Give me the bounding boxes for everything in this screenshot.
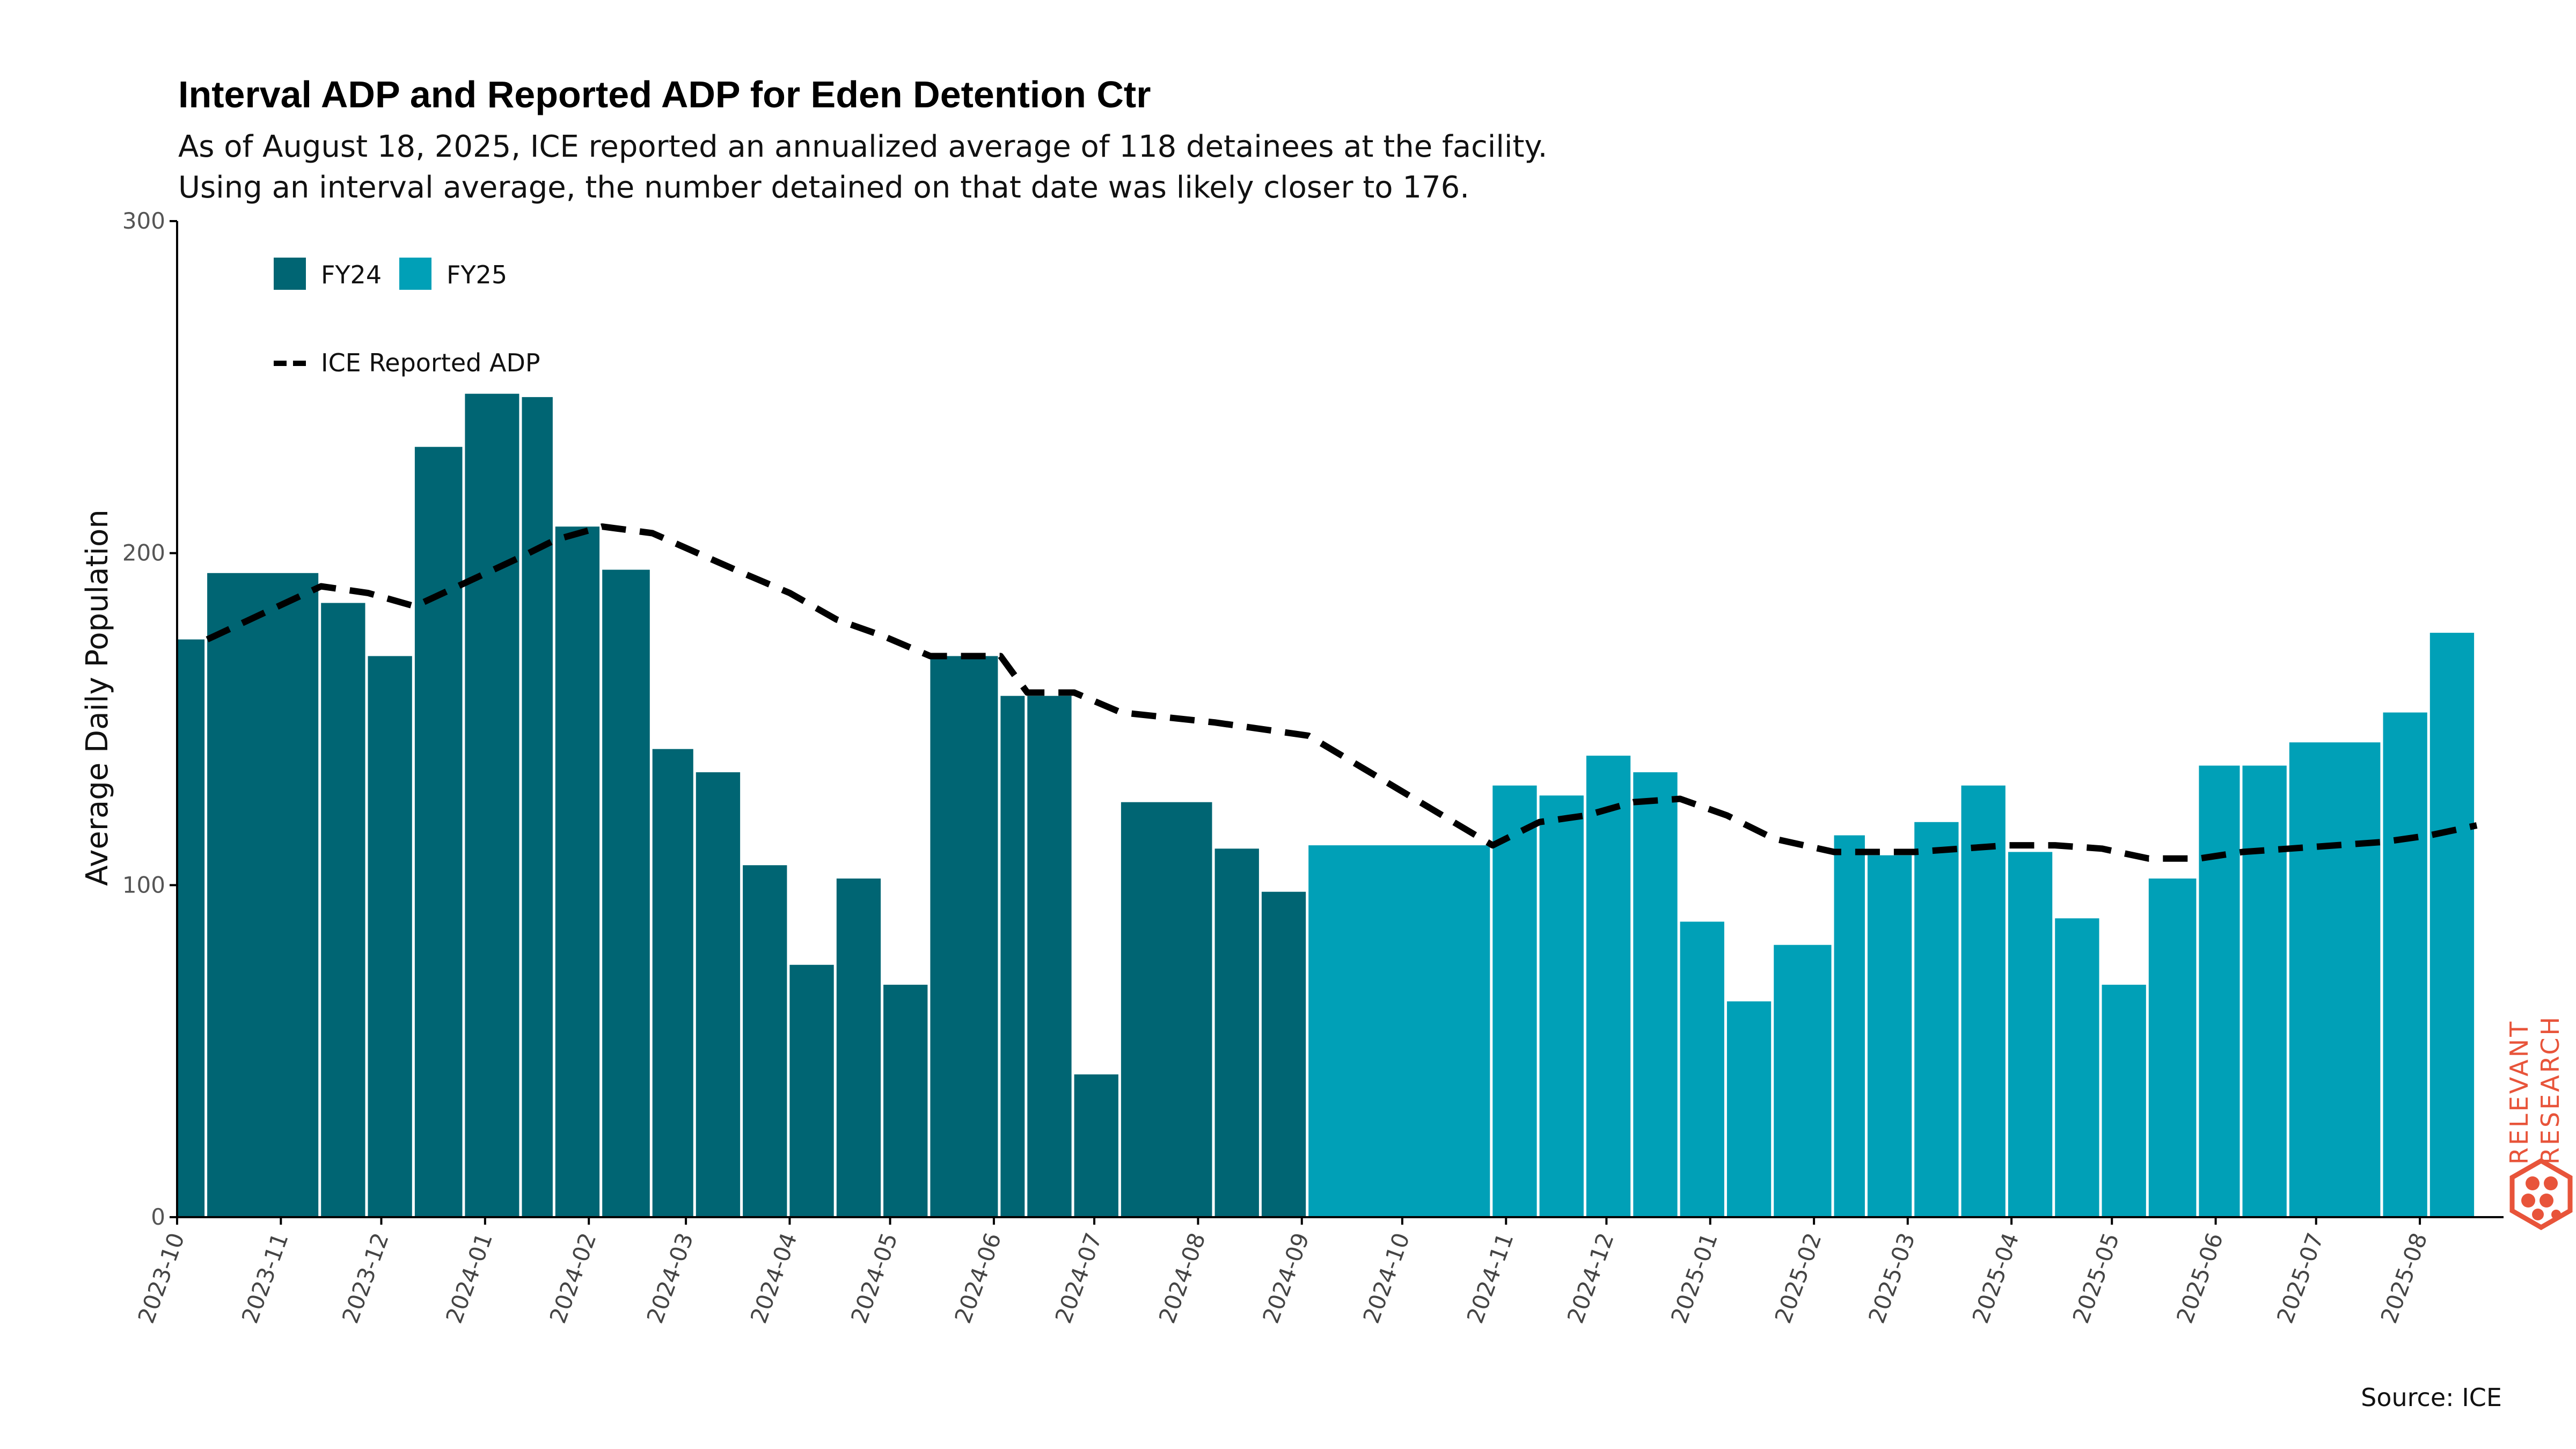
logo-text-relevant: RELEVANT (2505, 1020, 2534, 1165)
source-text: Source: ICE (2361, 1383, 2502, 1412)
bar-fy25-13 (2008, 852, 2053, 1217)
bar-fy25-8 (1774, 945, 1832, 1217)
bar-fy24-7 (522, 397, 553, 1217)
bar-fy25-17 (2199, 765, 2240, 1217)
y-tick-label-100: 100 (122, 872, 165, 898)
legend-swatch-fy25 (399, 258, 431, 290)
x-tick-label-2024-03: 2024-03 (641, 1230, 698, 1327)
x-tick-label-2025-06: 2025-06 (2171, 1230, 2228, 1327)
x-tick-label-2025-03: 2025-03 (1863, 1230, 1920, 1327)
x-tick-label-2024-02: 2024-02 (545, 1230, 602, 1327)
x-tick-label-2025-05: 2025-05 (2068, 1230, 2125, 1327)
legend-label-fy25: FY25 (447, 260, 507, 289)
line-layer (206, 523, 2478, 862)
relevant-research-logo: RELEVANT RESEARCH (2505, 1015, 2573, 1231)
legend-label-fy24: FY24 (321, 260, 382, 289)
bar-fy25-9 (1834, 835, 1865, 1217)
x-tick-label-2023-12: 2023-12 (337, 1230, 394, 1327)
bar-fy24-9 (602, 569, 650, 1217)
bar-fy25-2 (1492, 785, 1537, 1217)
x-tick-label-2025-04: 2025-04 (1967, 1230, 2024, 1327)
bar-fy24-13 (789, 964, 834, 1217)
bar-fy24-15 (883, 984, 928, 1217)
x-tick-label-2024-06: 2024-06 (949, 1230, 1006, 1327)
bar-fy24-12 (743, 865, 787, 1217)
x-tick-label-2024-09: 2024-09 (1257, 1230, 1314, 1327)
bar-fy25-14 (2055, 918, 2099, 1217)
chart-subtitle-line-2: Using an interval average, the number de… (178, 170, 1469, 205)
x-tick-label-2025-02: 2025-02 (1769, 1230, 1826, 1327)
legend: FY24 FY25 ICE Reported ADP (274, 258, 540, 377)
x-tick-label-2024-11: 2024-11 (1462, 1230, 1519, 1327)
bar-fy24-14 (836, 879, 881, 1217)
bar-fy24-20 (1121, 802, 1212, 1217)
y-tick-label-0: 0 (151, 1204, 165, 1230)
hexagon-dots-icon (2509, 1158, 2573, 1231)
bar-fy25-10 (1867, 855, 1912, 1217)
bar-fy25-4 (1586, 756, 1631, 1217)
x-tick-label-2025-08: 2025-08 (2375, 1230, 2432, 1327)
x-tick-label-2024-10: 2024-10 (1358, 1230, 1415, 1327)
bar-fy24-17 (1000, 696, 1025, 1217)
y-tick-label-200: 200 (122, 540, 165, 566)
bar-fy24-16 (930, 656, 998, 1217)
bar-fy25-18 (2242, 765, 2287, 1217)
bars-layer (177, 393, 2475, 1218)
legend-swatch-fy24 (274, 258, 306, 290)
bar-fy24-10 (652, 749, 693, 1217)
x-tick-label-2024-05: 2024-05 (846, 1230, 903, 1327)
bar-fy25-3 (1539, 795, 1584, 1217)
ice-reported-adp-line (206, 523, 2478, 862)
bar-fy25-5 (1633, 772, 1678, 1217)
legend-label-line: ICE Reported ADP (321, 348, 540, 377)
bar-fy24-6 (465, 393, 519, 1218)
x-tick-label-2025-01: 2025-01 (1666, 1230, 1723, 1327)
bar-fy24-8 (555, 526, 600, 1218)
logo-text-research: RESEARCH (2536, 1015, 2565, 1165)
bar-fy24-1 (177, 639, 205, 1217)
x-tick-label-2024-08: 2024-08 (1154, 1230, 1211, 1327)
bar-fy25-16 (2148, 879, 2197, 1217)
bar-fy24-11 (696, 772, 741, 1217)
bar-fy25-15 (2102, 984, 2146, 1217)
x-tick-label-2024-07: 2024-07 (1050, 1230, 1107, 1327)
x-tick-label-2023-11: 2023-11 (237, 1230, 294, 1327)
chart-subtitle-line-1: As of August 18, 2025, ICE reported an a… (178, 129, 1547, 164)
bar-fy25-19 (2289, 742, 2381, 1217)
bar-fy24-3 (321, 603, 365, 1217)
x-tick-label-2024-04: 2024-04 (745, 1230, 802, 1327)
x-tick-label-2025-07: 2025-07 (2272, 1230, 2329, 1327)
bar-fy24-2 (207, 573, 319, 1217)
x-tick-label-2023-10: 2023-10 (133, 1230, 189, 1327)
bar-fy24-4 (368, 656, 412, 1217)
x-tick-label-2024-01: 2024-01 (441, 1230, 497, 1327)
y-axis-label: Average Daily Population (80, 509, 115, 885)
bar-fy25-7 (1726, 1001, 1772, 1217)
bar-fy24-21 (1214, 848, 1259, 1217)
bar-fy25-21 (2429, 633, 2475, 1217)
bar-fy24-22 (1261, 891, 1306, 1217)
bar-fy25-20 (2383, 712, 2427, 1217)
bar-fy24-18 (1027, 696, 1072, 1217)
bar-fy25-1 (1308, 845, 1490, 1217)
bar-fy25-12 (1961, 785, 2006, 1217)
bar-fy25-6 (1680, 921, 1724, 1217)
y-tick-label-300: 300 (122, 208, 165, 234)
bar-fy24-19 (1074, 1074, 1118, 1217)
x-tick-label-2024-12: 2024-12 (1562, 1230, 1619, 1327)
bar-fy24-5 (414, 447, 463, 1218)
bar-fy25-11 (1914, 822, 1959, 1217)
chart-title: Interval ADP and Reported ADP for Eden D… (178, 74, 1151, 115)
